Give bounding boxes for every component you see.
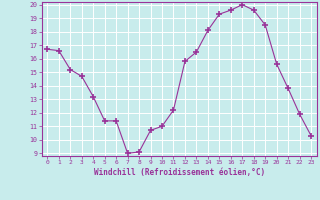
X-axis label: Windchill (Refroidissement éolien,°C): Windchill (Refroidissement éolien,°C) [94, 168, 265, 177]
